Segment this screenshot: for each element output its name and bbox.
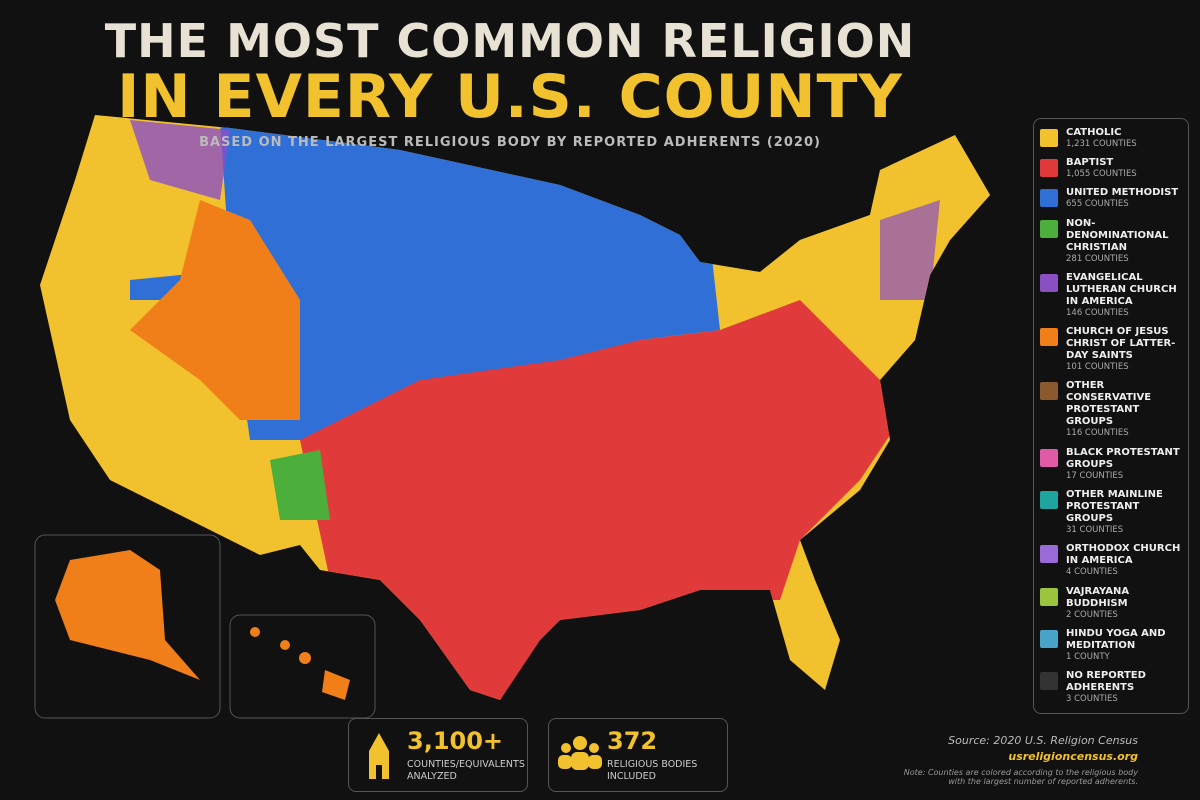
legend-count: 116 COUNTIES [1066,428,1129,439]
legend-count: 655 COUNTIES [1066,199,1129,210]
legend-text: OTHER CONSERVATIVE PROTESTANT GROUPS 116 … [1066,380,1182,439]
legend-count: 101 COUNTIES [1066,362,1129,373]
legend-label: BAPTIST [1066,156,1114,168]
legend-swatch [1040,545,1058,564]
church-icon [369,733,389,779]
stat-box: 372 RELIGIOUS BODIES INCLUDED [548,718,728,792]
legend-item: VAJRAYANA BUDDHISM 2 COUNTIES [1040,586,1182,621]
legend-label: CHURCH OF JESUS CHRIST OF LATTER-DAY SAI… [1066,326,1176,362]
legend-item: BLACK PROTESTANT GROUPS 17 COUNTIES [1040,447,1182,482]
legend-item: HINDU YOGA AND MEDITATION 1 COUNTY [1040,628,1182,663]
legend-label: NO REPORTED ADHERENTS [1066,670,1146,694]
legend-swatch [1040,128,1058,147]
legend-label: OTHER CONSERVATIVE PROTESTANT GROUPS [1066,380,1152,428]
legend-text: OTHER MAINLINE PROTESTANT GROUPS 31 COUNT… [1066,489,1182,536]
legend-label: VAJRAYANA BUDDHISM [1066,585,1130,609]
subtitle: BASED ON THE LARGEST RELIGIOUS BODY BY R… [199,135,821,150]
legend-count: 2 COUNTIES [1066,609,1118,620]
legend-count: 31 COUNTIES [1066,525,1124,536]
legend-label: ORTHODOX CHURCH IN AMERICA [1066,543,1181,567]
stat-label: COUNTIES/EQUIVALENTS ANALYZED [407,759,525,782]
legend-swatch [1040,328,1058,347]
legend-text: VAJRAYANA BUDDHISM 2 COUNTIES [1066,586,1182,621]
stat-value: 3,100+ [407,727,504,755]
legend-item: OTHER CONSERVATIVE PROTESTANT GROUPS 116 … [1040,380,1182,439]
legend-item: OTHER MAINLINE PROTESTANT GROUPS 31 COUNT… [1040,489,1182,536]
legend-item: CHURCH OF JESUS CHRIST OF LATTER-DAY SAI… [1040,326,1182,373]
stat-value: 372 [607,727,658,755]
legend-item: ORTHODOX CHURCH IN AMERICA 4 COUNTIES [1040,543,1182,578]
legend-swatch [1040,629,1058,648]
legend-label: CATHOLIC [1066,126,1122,138]
legend-text: CHURCH OF JESUS CHRIST OF LATTER-DAY SAI… [1066,326,1182,373]
legend-swatch [1040,189,1058,208]
legend-text: ORTHODOX CHURCH IN AMERICA 4 COUNTIES [1066,543,1182,578]
legend-count: 3 COUNTIES [1066,694,1118,705]
legend-item: NO REPORTED ADHERENTS 3 COUNTIES [1040,670,1182,705]
legend-label: UNITED METHODIST [1066,187,1179,199]
legend-text: EVANGELICAL LUTHERAN CHURCH IN AMERICA 14… [1066,272,1182,319]
legend-label: OTHER MAINLINE PROTESTANT GROUPS [1066,489,1163,525]
legend-text: BAPTIST 1,055 COUNTIES [1066,157,1137,180]
stat-box: 3,100+ COUNTIES/EQUIVALENTS ANALYZED [348,718,528,792]
legend-label: EVANGELICAL LUTHERAN CHURCH IN AMERICA [1066,271,1177,307]
legend-count: 4 COUNTIES [1066,567,1118,578]
legend-text: NO REPORTED ADHERENTS 3 COUNTIES [1066,670,1182,705]
source: Source: 2020 U.S. Religion Census [948,734,1138,747]
legend-swatch [1040,219,1058,238]
legend-text: UNITED METHODIST 655 COUNTIES [1066,187,1178,210]
stat-label: RELIGIOUS BODIES INCLUDED [607,759,698,782]
legend-swatch [1040,448,1058,467]
legend-item: CATHOLIC 1,231 COUNTIES [1040,127,1182,150]
legend-swatch [1040,273,1058,292]
legend: CATHOLIC 1,231 COUNTIES BAPTIST 1,055 COUNT… [1033,118,1189,714]
hawaii-inset [229,614,376,719]
legend-text: HINDU YOGA AND MEDITATION 1 COUNTY [1066,628,1182,663]
map [34,115,990,719]
title: THE MOST COMMON RELIGION [104,14,916,68]
legend-item: BAPTIST 1,055 COUNTIES [1040,157,1182,180]
hawaii [250,627,350,700]
legend-swatch [1040,158,1058,177]
legend-item: NON-DENOMINATIONAL CHRISTIAN 281 COUNTIES [1040,218,1182,265]
note: Note: Counties are colored according to … [903,768,1138,786]
legend-count: 1 COUNTY [1066,651,1110,662]
alaska [55,550,200,680]
alaska-inset [34,534,221,719]
legend-item: UNITED METHODIST 655 COUNTIES [1040,187,1182,210]
legend-text: NON-DENOMINATIONAL CHRISTIAN 281 COUNTIES [1066,218,1182,265]
legend-swatch [1040,672,1058,691]
legend-label: HINDU YOGA AND MEDITATION [1066,627,1166,651]
title: IN EVERY U.S. COUNTY [117,62,903,132]
legend-swatch [1040,491,1058,510]
legend-count: 281 COUNTIES [1066,253,1129,264]
legend-swatch [1040,382,1058,401]
legend-item: EVANGELICAL LUTHERAN CHURCH IN AMERICA 14… [1040,272,1182,319]
legend-count: 1,231 COUNTIES [1066,138,1137,149]
legend-text: CATHOLIC 1,231 COUNTIES [1066,127,1137,150]
legend-text: BLACK PROTESTANT GROUPS 17 COUNTIES [1066,447,1182,482]
legend-swatch [1040,587,1058,606]
legend-count: 1,055 COUNTIES [1066,168,1137,179]
legend-label: NON-DENOMINATIONAL CHRISTIAN [1066,217,1169,253]
legend-label: BLACK PROTESTANT GROUPS [1066,446,1180,470]
source-url: usreligioncensus.org [1008,750,1138,763]
legend-count: 146 COUNTIES [1066,307,1129,318]
people-icon [558,736,602,770]
legend-count: 17 COUNTIES [1066,470,1124,481]
